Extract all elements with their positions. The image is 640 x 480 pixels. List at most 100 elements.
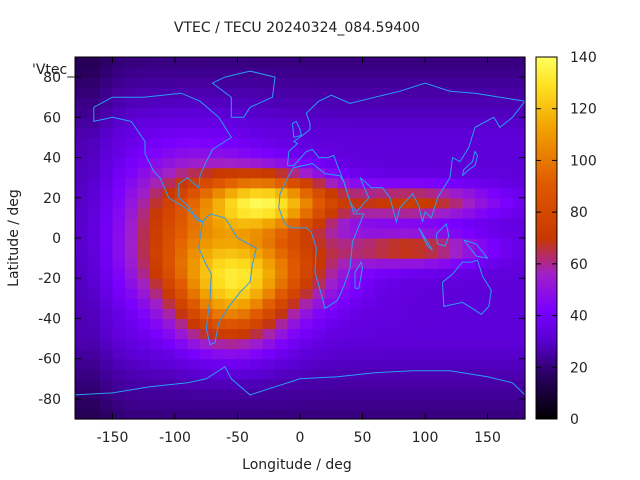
heatmap-cell — [325, 338, 339, 350]
heatmap-cell — [137, 137, 151, 149]
heatmap-cell — [450, 167, 464, 179]
heatmap-cell — [387, 358, 401, 370]
heatmap-cell — [487, 378, 501, 390]
heatmap-cell — [350, 157, 364, 169]
heatmap-cell — [287, 207, 301, 219]
heatmap-cell — [325, 57, 339, 68]
heatmap-cell — [362, 57, 376, 68]
heatmap-cell — [137, 57, 151, 68]
heatmap-cell — [512, 288, 526, 299]
heatmap-cell — [300, 157, 314, 169]
heatmap-cell — [237, 388, 251, 400]
heatmap-cell — [337, 248, 351, 259]
heatmap-cell — [150, 87, 164, 98]
heatmap-cell — [200, 238, 214, 249]
heatmap-cell — [300, 318, 314, 330]
heatmap-cell — [112, 177, 126, 189]
heatmap-cell — [125, 227, 139, 239]
heatmap-cell — [162, 117, 176, 128]
heatmap-cell — [137, 368, 151, 380]
heatmap-cell — [337, 238, 351, 249]
heatmap-cell — [187, 217, 201, 229]
heatmap-cell — [100, 328, 114, 340]
heatmap-cell — [312, 57, 326, 68]
heatmap-cell — [312, 107, 326, 118]
colorbar-tick-label: 120 — [570, 102, 597, 118]
heatmap-cell — [487, 328, 501, 340]
heatmap-cell — [487, 107, 501, 118]
heatmap-cell — [112, 358, 126, 370]
heatmap-cell — [475, 298, 489, 309]
heatmap-cell — [337, 378, 351, 390]
heatmap-cell — [100, 157, 114, 169]
heatmap-cell — [487, 358, 501, 370]
heatmap-cell — [475, 177, 489, 189]
heatmap-cell — [375, 137, 389, 149]
heatmap-cell — [487, 308, 501, 320]
heatmap-cell — [462, 248, 476, 259]
coastline-path — [291, 120, 302, 138]
heatmap-cell — [400, 97, 414, 108]
heatmap-cell — [375, 258, 389, 269]
heatmap-cell — [200, 57, 214, 68]
heatmap-cell — [287, 408, 301, 420]
heatmap-cell — [237, 348, 251, 360]
heatmap-cell — [150, 137, 164, 149]
heatmap-cell — [437, 248, 451, 259]
heatmap-cell — [337, 408, 351, 420]
coastline-path — [354, 260, 364, 289]
heatmap-cell — [312, 147, 326, 159]
heatmap-cell — [125, 127, 139, 139]
heatmap-cell — [462, 358, 476, 370]
heatmap-cell — [212, 338, 226, 350]
heatmap-cell — [512, 378, 526, 390]
heatmap-cell — [387, 338, 401, 350]
heatmap-cell — [325, 318, 339, 330]
heatmap-cell — [400, 378, 414, 390]
heatmap-cell — [200, 268, 214, 279]
heatmap-cell — [512, 358, 526, 370]
heatmap-cell — [387, 278, 401, 289]
coastline-path — [278, 163, 365, 310]
heatmap-cell — [450, 77, 464, 88]
heatmap-cell — [287, 358, 301, 370]
heatmap-cell — [175, 227, 189, 239]
heatmap-cell — [187, 97, 201, 108]
heatmap-cell — [462, 288, 476, 299]
heatmap-cell — [512, 398, 526, 410]
heatmap-cell — [425, 398, 439, 410]
heatmap-cell — [412, 408, 426, 420]
heatmap-cell — [125, 348, 139, 360]
heatmap-cell — [450, 157, 464, 169]
heatmap-cell — [75, 187, 89, 199]
heatmap-cell — [487, 408, 501, 420]
heatmap-cell — [212, 77, 226, 88]
heatmap-cell — [287, 187, 301, 199]
heatmap-cell — [187, 238, 201, 249]
heatmap-cell — [175, 318, 189, 330]
heatmap-cell — [287, 57, 301, 68]
heatmap-cell — [325, 378, 339, 390]
heatmap-cell — [137, 157, 151, 169]
heatmap-cell — [112, 107, 126, 118]
x-tick-label: 150 — [474, 430, 501, 446]
heatmap-cell — [187, 308, 201, 320]
heatmap-cell — [137, 107, 151, 118]
heatmap-cell — [112, 368, 126, 380]
heatmap-cell — [262, 87, 276, 98]
heatmap-cell — [375, 127, 389, 139]
heatmap-cell — [212, 97, 226, 108]
heatmap-cell — [350, 127, 364, 139]
heatmap-cell — [150, 147, 164, 159]
heatmap-cell — [437, 97, 451, 108]
heatmap-cell — [337, 127, 351, 139]
heatmap-cell — [437, 227, 451, 239]
heatmap-cell — [450, 87, 464, 98]
chart-title: VTEC / TECU 20240324_084.59400 — [174, 20, 420, 36]
heatmap-cell — [325, 328, 339, 340]
heatmap-cell — [250, 167, 264, 179]
heatmap-cell — [425, 318, 439, 330]
heatmap-cell — [350, 308, 364, 320]
heatmap-cell — [150, 328, 164, 340]
heatmap-cell — [125, 248, 139, 259]
